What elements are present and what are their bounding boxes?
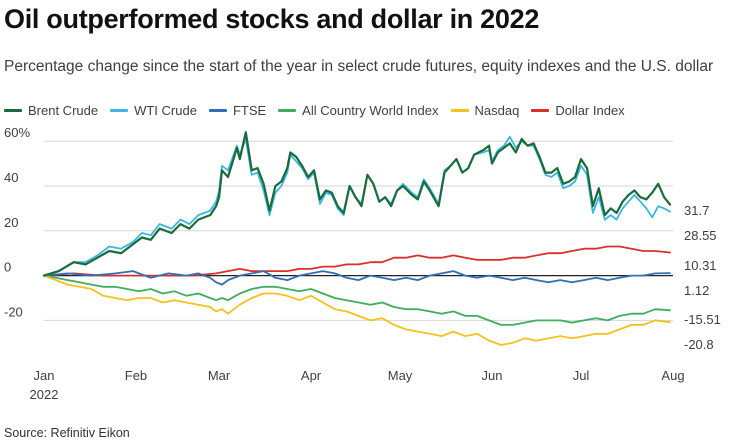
- y-tick-label: 40: [4, 170, 18, 185]
- legend-item: Nasdaq: [450, 103, 520, 118]
- legend-item: All Country World Index: [278, 103, 439, 118]
- legend-label: FTSE: [232, 103, 267, 118]
- x-tick-sublabel: 2022: [30, 387, 59, 402]
- legend-swatch: [4, 109, 22, 112]
- legend-swatch: [278, 109, 297, 112]
- series-line-nasdaq: [43, 274, 671, 346]
- y-tick-label: 20: [4, 215, 18, 230]
- y-tick-label: 60%: [4, 125, 30, 140]
- series-line-wti-crude: [43, 135, 671, 277]
- y-tick-label: -20: [4, 304, 23, 319]
- x-tick-label: May: [388, 368, 413, 383]
- x-tick-label: Apr: [301, 368, 322, 383]
- legend-label: Nasdaq: [474, 103, 520, 118]
- source-note: Source: Refinitiv Eikon: [4, 426, 130, 440]
- series-line-dollar-index: [43, 245, 671, 277]
- x-tick-label: Feb: [125, 368, 147, 383]
- chart-subtitle: Percentage change since the start of the…: [4, 58, 714, 75]
- end-value-label: 10.31: [684, 258, 717, 273]
- legend-swatch: [110, 109, 129, 112]
- end-value-label: 1.12: [684, 283, 709, 298]
- legend-swatch: [208, 109, 227, 112]
- legend-item: Brent Crude: [4, 103, 98, 118]
- x-tick-label: Jun: [482, 368, 503, 383]
- legend-item: Dollar Index: [531, 103, 625, 118]
- legend-label: Dollar Index: [555, 103, 625, 118]
- end-value-label: -15.51: [684, 312, 721, 327]
- legend: Brent Crude WTI Crude FTSE All Country Worl…: [4, 103, 625, 118]
- legend-label: Brent Crude: [28, 103, 99, 118]
- y-tick-label: 0: [4, 260, 11, 275]
- legend-item: WTI Crude: [110, 103, 197, 118]
- series-line-ftse: [43, 270, 671, 286]
- x-tick-label: Jul: [573, 368, 590, 383]
- legend-swatch: [531, 109, 550, 112]
- legend-label: All Country World Index: [302, 103, 439, 118]
- x-tick-label: Mar: [208, 368, 231, 383]
- end-value-label: -20.8: [684, 337, 714, 352]
- legend-swatch: [450, 109, 469, 112]
- end-value-label: 31.7: [684, 203, 709, 218]
- legend-label: WTI Crude: [134, 103, 197, 118]
- end-value-label: 28.55: [684, 228, 717, 243]
- legend-item: FTSE: [208, 103, 267, 118]
- x-tick-label: Aug: [661, 368, 684, 383]
- series-line-brent-crude: [42, 131, 672, 277]
- chart-title: Oil outperformed stocks and dollar in 20…: [4, 4, 540, 34]
- series-line-all-country-world-index: [43, 274, 671, 326]
- x-tick-label: Jan: [34, 368, 55, 383]
